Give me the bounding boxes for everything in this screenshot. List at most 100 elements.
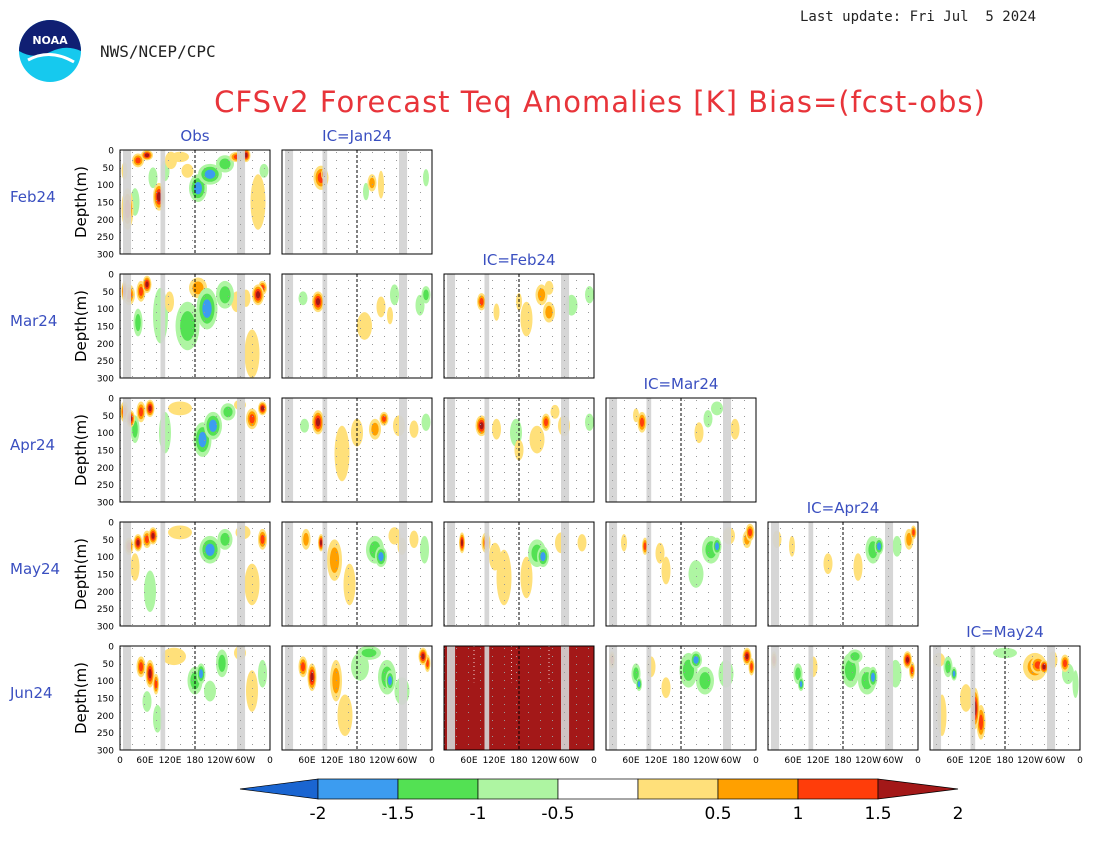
noaa-logo-text: NOAA bbox=[32, 34, 68, 47]
agency-label: NWS/NCEP/CPC bbox=[100, 42, 216, 61]
panel-content bbox=[282, 274, 432, 378]
colorbar-tick-label: 0.5 bbox=[704, 804, 731, 824]
panel-content bbox=[768, 522, 918, 626]
x-tick-label: 120W bbox=[531, 756, 557, 766]
y-tick-label: 300 bbox=[97, 251, 114, 261]
y-tick-label: 100 bbox=[97, 429, 114, 439]
axis-labels: Obs IC=Jan24 IC=Feb24 IC=Mar24 IC=Apr24 IC=Ma… bbox=[9, 127, 1083, 766]
y-axis-label: Depth(m) bbox=[72, 414, 90, 486]
panel-content bbox=[606, 398, 756, 502]
colorbar-arrow-low bbox=[239, 778, 319, 800]
x-tick-label: 60W bbox=[883, 756, 903, 766]
x-tick-label: 180 bbox=[672, 756, 689, 766]
y-tick-label: 200 bbox=[97, 588, 114, 598]
panel-r4-c3 bbox=[605, 645, 757, 751]
panel-content bbox=[444, 522, 594, 626]
panel-content bbox=[282, 398, 432, 502]
y-tick-label: 0 bbox=[108, 395, 114, 405]
y-tick-label: 0 bbox=[108, 643, 114, 653]
panel-frame bbox=[281, 645, 433, 751]
x-tick-label: 60E bbox=[946, 756, 963, 766]
panel-frame bbox=[119, 397, 271, 503]
x-tick-label: 120E bbox=[969, 756, 992, 766]
panel-r1-c2 bbox=[443, 273, 595, 379]
colorbar-swatch-3 bbox=[477, 778, 559, 800]
y-tick-label: 300 bbox=[97, 499, 114, 509]
panel-frame bbox=[119, 149, 271, 255]
colorbar-swatch-2 bbox=[397, 778, 479, 800]
x-tick-label: 0 bbox=[1077, 756, 1083, 766]
panel-frame bbox=[443, 645, 595, 751]
panel-r1-c1 bbox=[281, 273, 433, 379]
panel-r3-c3 bbox=[605, 521, 757, 627]
colorbar-tick-label: -0.5 bbox=[541, 804, 574, 824]
panel-frame bbox=[119, 521, 271, 627]
panel-content bbox=[606, 646, 756, 750]
panel-r2-c0 bbox=[119, 397, 271, 503]
x-tick-label: 0 bbox=[117, 756, 123, 766]
y-tick-label: 100 bbox=[97, 677, 114, 687]
x-tick-label: 60E bbox=[460, 756, 477, 766]
panel-r4-c4 bbox=[767, 645, 919, 751]
colorbar-tick-label: -2 bbox=[310, 804, 327, 824]
column-title-5: IC=May24 bbox=[966, 623, 1044, 641]
x-tick-label: 120W bbox=[693, 756, 719, 766]
colorbar-tick-label: 1 bbox=[793, 804, 804, 824]
x-tick-label: 60E bbox=[298, 756, 315, 766]
colorbar-swatch-4 bbox=[557, 778, 639, 800]
x-tick-label: 120W bbox=[855, 756, 881, 766]
panel-frame bbox=[119, 273, 271, 379]
y-tick-label: 50 bbox=[103, 412, 115, 422]
y-tick-label: 250 bbox=[97, 357, 114, 367]
panel-content bbox=[768, 646, 918, 750]
x-tick-label: 60W bbox=[721, 756, 741, 766]
y-tick-label: 150 bbox=[97, 571, 114, 581]
x-tick-label: 60E bbox=[784, 756, 801, 766]
x-tick-label: 180 bbox=[510, 756, 527, 766]
y-tick-label: 250 bbox=[97, 481, 114, 491]
row-label-0: Feb24 bbox=[10, 188, 56, 206]
panel-frame bbox=[281, 397, 433, 503]
row-label-4: Jun24 bbox=[9, 684, 53, 702]
y-tick-label: 200 bbox=[97, 340, 114, 350]
row-label-2: Apr24 bbox=[10, 436, 55, 454]
column-title-2: IC=Feb24 bbox=[482, 251, 555, 269]
panel-content bbox=[120, 398, 270, 502]
panel-content bbox=[606, 522, 756, 626]
y-axis-label: Depth(m) bbox=[72, 166, 90, 238]
x-tick-label: 60E bbox=[136, 756, 153, 766]
panel-frame bbox=[605, 521, 757, 627]
panel-r0-c1 bbox=[281, 149, 433, 255]
panel-content bbox=[282, 150, 432, 254]
x-tick-label: 60W bbox=[235, 756, 255, 766]
panel-r2-c1 bbox=[281, 397, 433, 503]
y-tick-label: 300 bbox=[97, 747, 114, 757]
panel-r3-c2 bbox=[443, 521, 595, 627]
panel-r4-c5 bbox=[929, 645, 1081, 751]
x-tick-label: 120E bbox=[321, 756, 344, 766]
colorbar-tick-label: 1.5 bbox=[864, 804, 891, 824]
panel-content bbox=[282, 646, 432, 750]
y-tick-label: 50 bbox=[103, 288, 115, 298]
panel-frame bbox=[605, 645, 757, 751]
panel-frame bbox=[119, 645, 271, 751]
column-title-3: IC=Mar24 bbox=[644, 375, 719, 393]
panel-content bbox=[120, 522, 270, 626]
last-update: Last update: Fri Jul 5 2024 bbox=[800, 9, 1036, 25]
panel-frame bbox=[443, 273, 595, 379]
y-tick-label: 300 bbox=[97, 623, 114, 633]
y-tick-label: 100 bbox=[97, 553, 114, 563]
panel-grid bbox=[119, 149, 1081, 751]
panel-r0-c0 bbox=[119, 149, 271, 255]
panel-content bbox=[444, 646, 594, 750]
column-title-0: Obs bbox=[180, 127, 209, 145]
y-tick-label: 200 bbox=[97, 712, 114, 722]
x-tick-label: 0 bbox=[753, 756, 759, 766]
panel-r2-c2 bbox=[443, 397, 595, 503]
y-tick-label: 250 bbox=[97, 605, 114, 615]
colorbar-tick-label: -1 bbox=[470, 804, 487, 824]
column-title-4: IC=Apr24 bbox=[807, 499, 880, 517]
y-tick-label: 100 bbox=[97, 181, 114, 191]
row-label-1: Mar24 bbox=[10, 312, 57, 330]
